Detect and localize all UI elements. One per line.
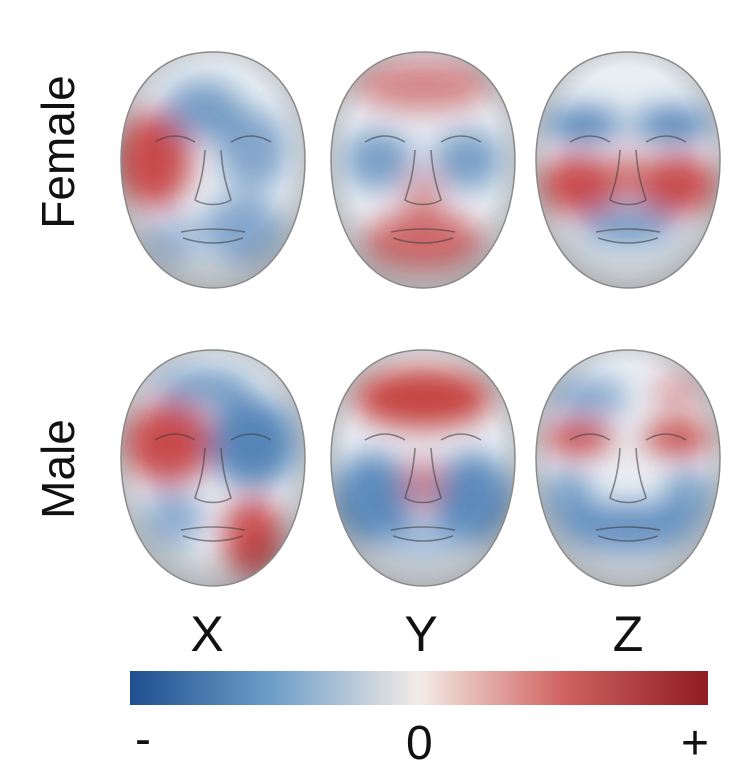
face-male-z — [535, 349, 721, 587]
face-male-x — [120, 349, 306, 587]
face-female-z — [535, 51, 721, 289]
face-heatmap-grid — [120, 51, 721, 587]
face-male-y — [330, 349, 516, 587]
colorbar — [130, 671, 708, 705]
face-female-x — [120, 51, 306, 289]
column-label-z: Z — [612, 606, 644, 662]
colorbar-min-label: - — [135, 713, 151, 766]
colorbar-mid-label: 0 — [406, 717, 433, 770]
colorbar-max-label: + — [681, 717, 710, 770]
colorbar-bar — [130, 671, 708, 705]
column-label-x: X — [190, 606, 224, 662]
face-female-y — [330, 51, 516, 289]
column-label-y: Y — [404, 606, 438, 662]
